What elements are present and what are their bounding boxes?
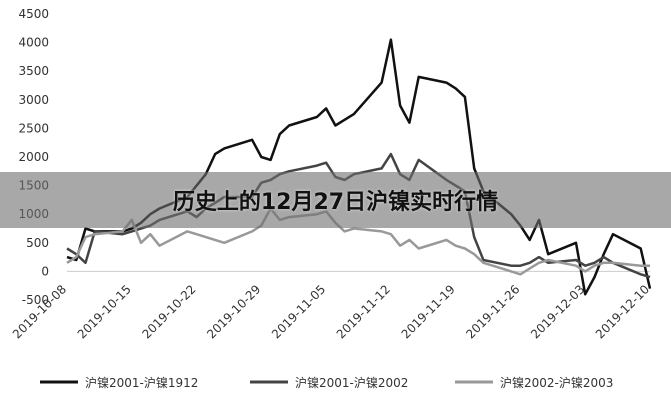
legend-label: 沪镍2001-沪镍1912 [85,376,198,390]
y-tick-label: 3500 [18,64,49,78]
x-tick-label: 2019-10-08 [10,282,69,341]
banner: 历史上的12月27日沪镍实时行情 [0,172,671,228]
y-tick-label: 0 [41,264,49,278]
y-tick-label: 3000 [18,93,49,107]
x-tick-label: 2019-11-05 [269,282,328,341]
x-tick-label: 2019-10-15 [75,282,134,341]
x-tick-label: 2019-12-03 [528,282,587,341]
legend-label: 沪镍2001-沪镍2002 [295,376,408,390]
x-tick-label: 2019-11-26 [463,282,522,341]
y-tick-label: 500 [26,236,49,250]
x-tick-label: 2019-10-29 [204,282,263,341]
series-line [66,38,652,296]
x-tick-label: 2019-10-22 [139,282,198,341]
banner-title: 历史上的12月27日沪镍实时行情 [172,190,499,215]
y-tick-label: 2000 [18,150,49,164]
y-tick-label: 4500 [18,7,49,21]
y-tick-label: -500 [22,293,49,307]
series-line [66,207,650,276]
x-tick-label: 2019-11-19 [399,282,458,341]
y-tick-label: 4000 [18,36,49,50]
legend-label: 沪镍2002-沪镍2003 [500,376,613,390]
x-tick-label: 2019-11-12 [334,282,393,341]
x-tick-label: 2019-12-10 [593,282,652,341]
y-tick-label: 2500 [18,121,49,135]
